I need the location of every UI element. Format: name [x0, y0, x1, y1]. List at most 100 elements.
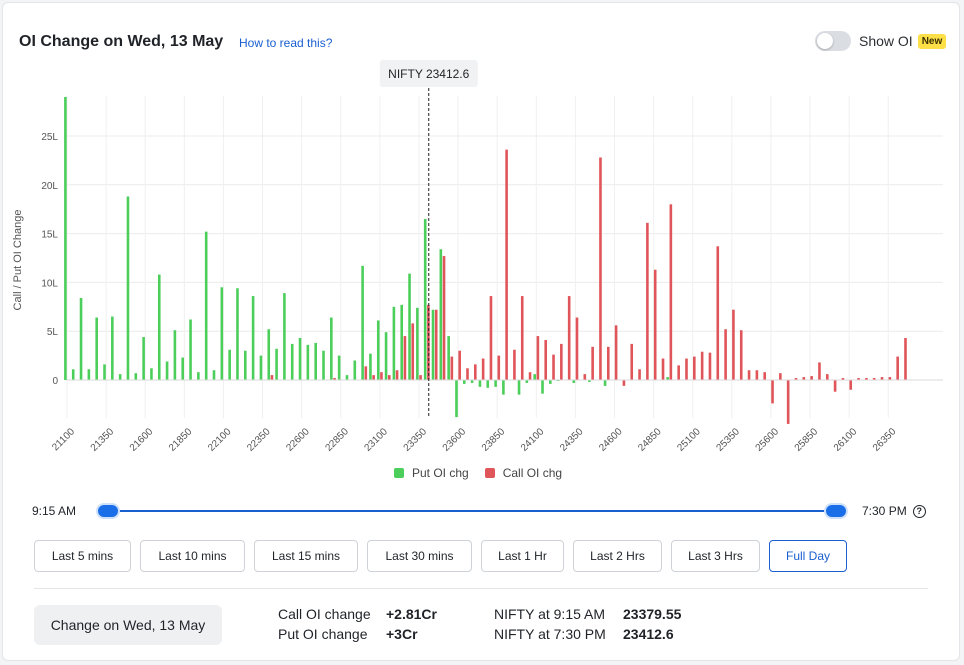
put-oi-bar — [71, 369, 75, 380]
call-oi-bar — [395, 370, 399, 380]
call-oi-bar — [387, 375, 391, 380]
call-oi-bar — [669, 204, 673, 380]
put-oi-bar — [369, 353, 372, 380]
call-oi-bar — [567, 296, 571, 380]
put-oi-bar — [173, 330, 177, 380]
put-oi-bar — [95, 317, 98, 380]
slider-handle-end[interactable] — [824, 503, 848, 519]
call-oi-bar — [606, 346, 610, 380]
call-oi-bar — [708, 352, 712, 380]
time-range-buttons: Last 5 mins Last 10 mins Last 15 mins La… — [34, 540, 856, 572]
y-tick-label: 25L — [41, 132, 58, 143]
x-tick-label: 22850 — [323, 426, 351, 454]
call-oi-bar — [333, 378, 336, 380]
put-oi-bar — [408, 273, 411, 380]
legend-label-call: Call OI chg — [502, 466, 563, 480]
put-oi-bar — [228, 349, 231, 380]
legend-swatch-put — [394, 468, 404, 478]
call-oi-bar — [700, 351, 704, 380]
x-tick-label: 24850 — [636, 426, 664, 454]
time-slider-track[interactable] — [106, 510, 836, 512]
x-tick-label: 26350 — [871, 426, 899, 454]
x-tick-label: 25600 — [754, 426, 782, 454]
legend-item-put[interactable]: Put OI chg — [394, 466, 469, 480]
call-oi-bar — [755, 370, 759, 380]
call-oi-bar — [434, 309, 438, 380]
call-oi-bar — [427, 304, 430, 380]
put-oi-bar — [502, 380, 505, 395]
change-summary-button[interactable]: Change on Wed, 13 May — [34, 605, 222, 645]
call-oi-change-label: Call OI change — [278, 606, 371, 622]
range-last-2-hrs-button[interactable]: Last 2 Hrs — [573, 540, 662, 572]
call-oi-bar — [771, 380, 774, 404]
put-oi-bar — [494, 380, 497, 387]
x-tick-label: 23350 — [402, 426, 430, 454]
put-oi-bar — [588, 380, 591, 382]
put-oi-bar — [204, 231, 208, 380]
call-oi-bar — [474, 364, 477, 380]
show-oi-toggle[interactable] — [815, 31, 851, 51]
range-last-30-mins-button[interactable]: Last 30 mins — [367, 540, 472, 572]
call-oi-bar — [716, 246, 720, 380]
put-oi-bar — [165, 361, 169, 380]
nifty-start-label: NIFTY at 9:15 AM — [494, 606, 606, 622]
put-oi-bar — [251, 296, 255, 380]
x-tick-label: 23850 — [480, 426, 508, 454]
call-oi-bar — [880, 377, 884, 380]
put-oi-bar — [416, 307, 419, 380]
x-tick-label: 25100 — [675, 426, 703, 454]
range-last-10-mins-button[interactable]: Last 10 mins — [140, 540, 245, 572]
range-last-3-hrs-button[interactable]: Last 3 Hrs — [671, 540, 760, 572]
legend-item-call[interactable]: Call OI chg — [484, 466, 563, 480]
nifty-start-value: 23379.55 — [623, 606, 682, 622]
put-oi-bar — [87, 369, 91, 380]
range-last-1-hr-button[interactable]: Last 1 Hr — [481, 540, 564, 572]
call-oi-bar — [630, 343, 634, 380]
call-oi-bar — [364, 366, 368, 380]
put-oi-bar — [478, 380, 482, 387]
how-to-read-link[interactable]: How to read this? — [239, 36, 333, 50]
put-oi-bar — [439, 249, 443, 380]
call-oi-bar — [818, 362, 821, 380]
call-oi-bar — [372, 375, 375, 380]
put-oi-bar — [603, 380, 607, 386]
toggle-knob — [817, 33, 833, 49]
call-oi-bar — [481, 358, 485, 380]
call-oi-bar — [622, 380, 626, 386]
put-oi-bar — [376, 320, 380, 380]
put-oi-bar — [142, 337, 145, 380]
range-full-day-button[interactable]: Full Day — [769, 540, 847, 572]
legend-swatch-call — [484, 468, 495, 478]
slider-handle-start[interactable] — [96, 503, 120, 519]
call-oi-bar — [614, 325, 618, 380]
question-circle-icon[interactable]: ? — [912, 504, 926, 518]
call-oi-bar — [904, 338, 907, 380]
nifty-end-label: NIFTY at 7:30 PM — [494, 626, 606, 642]
put-oi-change-label: Put OI change — [278, 626, 368, 642]
range-last-5-mins-button[interactable]: Last 5 mins — [34, 540, 131, 572]
slider-end-time: 7:30 PM — [862, 504, 907, 518]
call-oi-bar — [794, 378, 798, 380]
call-oi-bar — [575, 317, 579, 380]
call-oi-bar — [419, 375, 422, 380]
call-oi-bar — [779, 373, 782, 380]
call-oi-bar — [661, 358, 665, 380]
call-oi-bar — [841, 378, 845, 380]
call-oi-bar — [849, 380, 853, 390]
put-oi-bar — [470, 380, 474, 383]
call-oi-bar — [763, 372, 767, 380]
x-tick-label: 21600 — [128, 426, 156, 454]
call-oi-bar — [505, 149, 508, 380]
chart-legend: Put OI chg Call OI chg — [394, 466, 578, 480]
x-tick-label: 23600 — [441, 426, 469, 454]
call-oi-bar — [544, 339, 548, 380]
call-oi-bar — [786, 380, 790, 424]
put-oi-bar — [306, 344, 310, 380]
put-oi-bar — [423, 218, 427, 380]
call-oi-bar — [685, 358, 688, 380]
call-oi-bar — [653, 269, 657, 380]
put-oi-bar — [330, 317, 333, 380]
put-oi-bar — [314, 342, 317, 380]
range-last-15-mins-button[interactable]: Last 15 mins — [254, 540, 358, 572]
call-oi-bar — [810, 376, 813, 380]
